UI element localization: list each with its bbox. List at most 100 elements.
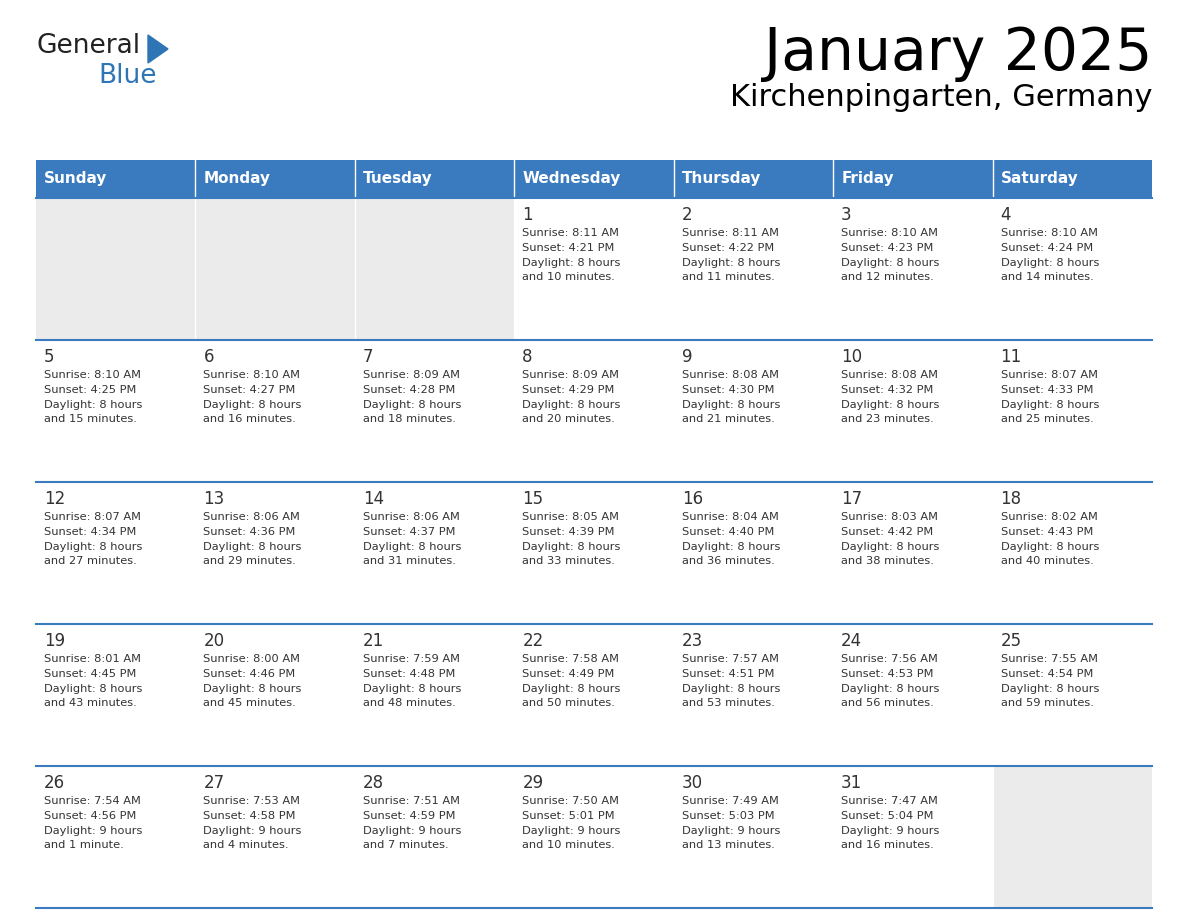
- Text: Sunrise: 8:11 AM
Sunset: 4:21 PM
Daylight: 8 hours
and 10 minutes.: Sunrise: 8:11 AM Sunset: 4:21 PM Dayligh…: [523, 228, 620, 283]
- Text: 21: 21: [362, 632, 384, 650]
- Text: 17: 17: [841, 490, 862, 508]
- Text: Sunrise: 7:58 AM
Sunset: 4:49 PM
Daylight: 8 hours
and 50 minutes.: Sunrise: 7:58 AM Sunset: 4:49 PM Dayligh…: [523, 654, 620, 709]
- Bar: [514, 624, 674, 766]
- Text: 15: 15: [523, 490, 543, 508]
- Bar: [514, 340, 674, 482]
- Text: 14: 14: [362, 490, 384, 508]
- Text: Sunrise: 8:10 AM
Sunset: 4:24 PM
Daylight: 8 hours
and 14 minutes.: Sunrise: 8:10 AM Sunset: 4:24 PM Dayligh…: [1000, 228, 1099, 283]
- Text: Sunrise: 8:09 AM
Sunset: 4:29 PM
Daylight: 8 hours
and 20 minutes.: Sunrise: 8:09 AM Sunset: 4:29 PM Dayligh…: [523, 370, 620, 424]
- Bar: [355, 624, 514, 766]
- Text: 13: 13: [203, 490, 225, 508]
- Bar: [36, 198, 196, 340]
- Bar: [674, 160, 833, 198]
- Text: Sunrise: 8:06 AM
Sunset: 4:36 PM
Daylight: 8 hours
and 29 minutes.: Sunrise: 8:06 AM Sunset: 4:36 PM Dayligh…: [203, 512, 302, 566]
- Text: General: General: [36, 33, 140, 59]
- Text: Sunrise: 8:05 AM
Sunset: 4:39 PM
Daylight: 8 hours
and 33 minutes.: Sunrise: 8:05 AM Sunset: 4:39 PM Dayligh…: [523, 512, 620, 566]
- Text: 30: 30: [682, 774, 703, 792]
- Bar: [196, 160, 355, 198]
- Bar: [833, 766, 992, 908]
- Text: Sunrise: 7:51 AM
Sunset: 4:59 PM
Daylight: 9 hours
and 7 minutes.: Sunrise: 7:51 AM Sunset: 4:59 PM Dayligh…: [362, 796, 461, 850]
- Bar: [833, 482, 992, 624]
- Text: Sunrise: 8:04 AM
Sunset: 4:40 PM
Daylight: 8 hours
and 36 minutes.: Sunrise: 8:04 AM Sunset: 4:40 PM Dayligh…: [682, 512, 781, 566]
- Bar: [196, 198, 355, 340]
- Bar: [36, 766, 196, 908]
- Text: 3: 3: [841, 206, 852, 224]
- Bar: [992, 482, 1152, 624]
- Text: 7: 7: [362, 348, 373, 366]
- Text: 18: 18: [1000, 490, 1022, 508]
- Text: Friday: Friday: [841, 172, 893, 186]
- Bar: [992, 160, 1152, 198]
- Text: Sunrise: 8:08 AM
Sunset: 4:30 PM
Daylight: 8 hours
and 21 minutes.: Sunrise: 8:08 AM Sunset: 4:30 PM Dayligh…: [682, 370, 781, 424]
- Text: Sunrise: 7:59 AM
Sunset: 4:48 PM
Daylight: 8 hours
and 48 minutes.: Sunrise: 7:59 AM Sunset: 4:48 PM Dayligh…: [362, 654, 461, 709]
- Text: 24: 24: [841, 632, 862, 650]
- Bar: [196, 766, 355, 908]
- Text: 10: 10: [841, 348, 862, 366]
- Text: 27: 27: [203, 774, 225, 792]
- Bar: [992, 198, 1152, 340]
- Bar: [196, 624, 355, 766]
- Polygon shape: [148, 35, 168, 63]
- Text: Sunrise: 7:57 AM
Sunset: 4:51 PM
Daylight: 8 hours
and 53 minutes.: Sunrise: 7:57 AM Sunset: 4:51 PM Dayligh…: [682, 654, 781, 709]
- Text: Sunrise: 8:01 AM
Sunset: 4:45 PM
Daylight: 8 hours
and 43 minutes.: Sunrise: 8:01 AM Sunset: 4:45 PM Dayligh…: [44, 654, 143, 709]
- Text: 25: 25: [1000, 632, 1022, 650]
- Bar: [355, 198, 514, 340]
- Bar: [833, 340, 992, 482]
- Text: 22: 22: [523, 632, 544, 650]
- Text: Saturday: Saturday: [1000, 172, 1079, 186]
- Text: 16: 16: [682, 490, 703, 508]
- Bar: [674, 624, 833, 766]
- Text: 8: 8: [523, 348, 532, 366]
- Text: 11: 11: [1000, 348, 1022, 366]
- Bar: [36, 340, 196, 482]
- Bar: [674, 766, 833, 908]
- Text: 20: 20: [203, 632, 225, 650]
- Text: Monday: Monday: [203, 172, 271, 186]
- Text: January 2025: January 2025: [764, 25, 1152, 82]
- Text: Tuesday: Tuesday: [362, 172, 432, 186]
- Bar: [992, 624, 1152, 766]
- Text: Sunrise: 7:49 AM
Sunset: 5:03 PM
Daylight: 9 hours
and 13 minutes.: Sunrise: 7:49 AM Sunset: 5:03 PM Dayligh…: [682, 796, 781, 850]
- Text: Thursday: Thursday: [682, 172, 762, 186]
- Bar: [196, 482, 355, 624]
- Text: Sunrise: 8:08 AM
Sunset: 4:32 PM
Daylight: 8 hours
and 23 minutes.: Sunrise: 8:08 AM Sunset: 4:32 PM Dayligh…: [841, 370, 940, 424]
- Text: Sunrise: 8:00 AM
Sunset: 4:46 PM
Daylight: 8 hours
and 45 minutes.: Sunrise: 8:00 AM Sunset: 4:46 PM Dayligh…: [203, 654, 302, 709]
- Bar: [36, 624, 196, 766]
- Text: 28: 28: [362, 774, 384, 792]
- Text: 31: 31: [841, 774, 862, 792]
- Text: Sunrise: 8:07 AM
Sunset: 4:33 PM
Daylight: 8 hours
and 25 minutes.: Sunrise: 8:07 AM Sunset: 4:33 PM Dayligh…: [1000, 370, 1099, 424]
- Bar: [833, 198, 992, 340]
- Text: Sunrise: 7:54 AM
Sunset: 4:56 PM
Daylight: 9 hours
and 1 minute.: Sunrise: 7:54 AM Sunset: 4:56 PM Dayligh…: [44, 796, 143, 850]
- Bar: [514, 482, 674, 624]
- Bar: [355, 482, 514, 624]
- Bar: [674, 340, 833, 482]
- Text: 12: 12: [44, 490, 65, 508]
- Text: Sunday: Sunday: [44, 172, 107, 186]
- Text: 4: 4: [1000, 206, 1011, 224]
- Text: 29: 29: [523, 774, 543, 792]
- Text: Blue: Blue: [97, 63, 157, 89]
- Bar: [36, 482, 196, 624]
- Bar: [674, 198, 833, 340]
- Text: 26: 26: [44, 774, 65, 792]
- Text: Sunrise: 7:55 AM
Sunset: 4:54 PM
Daylight: 8 hours
and 59 minutes.: Sunrise: 7:55 AM Sunset: 4:54 PM Dayligh…: [1000, 654, 1099, 709]
- Bar: [36, 160, 196, 198]
- Bar: [514, 198, 674, 340]
- Bar: [992, 340, 1152, 482]
- Text: Kirchenpingarten, Germany: Kirchenpingarten, Germany: [729, 83, 1152, 112]
- Text: Sunrise: 8:10 AM
Sunset: 4:27 PM
Daylight: 8 hours
and 16 minutes.: Sunrise: 8:10 AM Sunset: 4:27 PM Dayligh…: [203, 370, 302, 424]
- Text: 9: 9: [682, 348, 693, 366]
- Bar: [833, 160, 992, 198]
- Bar: [355, 766, 514, 908]
- Text: 5: 5: [44, 348, 55, 366]
- Text: 2: 2: [682, 206, 693, 224]
- Text: Wednesday: Wednesday: [523, 172, 620, 186]
- Bar: [196, 340, 355, 482]
- Text: Sunrise: 8:10 AM
Sunset: 4:25 PM
Daylight: 8 hours
and 15 minutes.: Sunrise: 8:10 AM Sunset: 4:25 PM Dayligh…: [44, 370, 143, 424]
- Bar: [514, 766, 674, 908]
- Text: Sunrise: 8:02 AM
Sunset: 4:43 PM
Daylight: 8 hours
and 40 minutes.: Sunrise: 8:02 AM Sunset: 4:43 PM Dayligh…: [1000, 512, 1099, 566]
- Text: Sunrise: 7:47 AM
Sunset: 5:04 PM
Daylight: 9 hours
and 16 minutes.: Sunrise: 7:47 AM Sunset: 5:04 PM Dayligh…: [841, 796, 940, 850]
- Text: Sunrise: 7:50 AM
Sunset: 5:01 PM
Daylight: 9 hours
and 10 minutes.: Sunrise: 7:50 AM Sunset: 5:01 PM Dayligh…: [523, 796, 620, 850]
- Text: Sunrise: 7:53 AM
Sunset: 4:58 PM
Daylight: 9 hours
and 4 minutes.: Sunrise: 7:53 AM Sunset: 4:58 PM Dayligh…: [203, 796, 302, 850]
- Text: Sunrise: 8:07 AM
Sunset: 4:34 PM
Daylight: 8 hours
and 27 minutes.: Sunrise: 8:07 AM Sunset: 4:34 PM Dayligh…: [44, 512, 143, 566]
